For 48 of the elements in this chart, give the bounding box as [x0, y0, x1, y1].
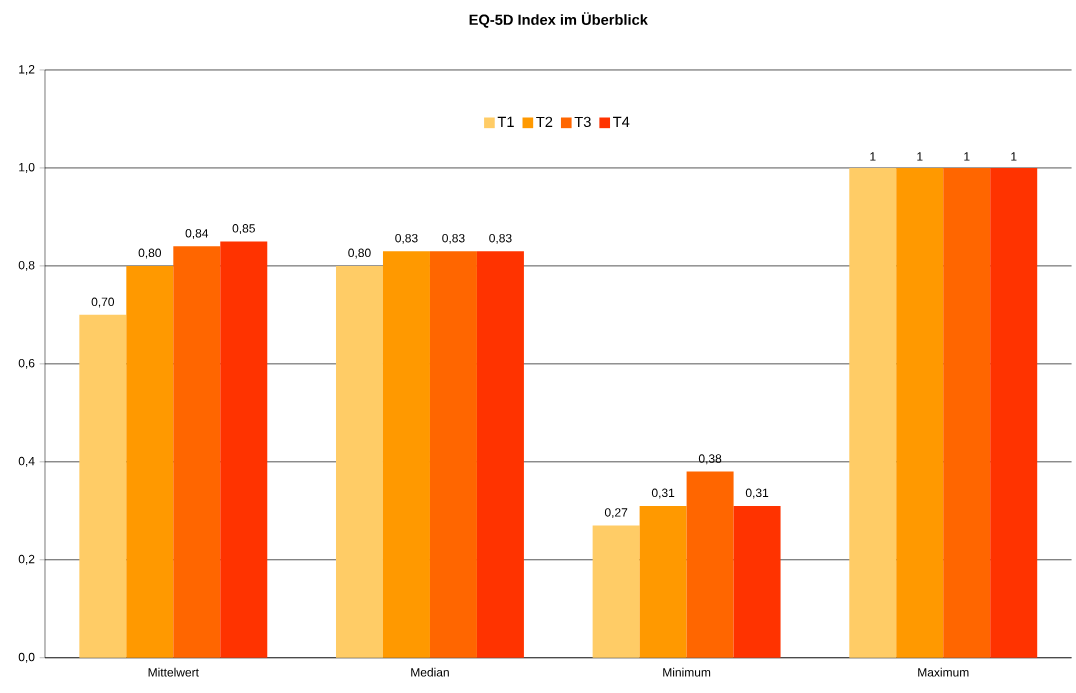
y-tick-label: 0,6 [18, 359, 35, 369]
bar [943, 168, 991, 658]
bar [382, 251, 430, 658]
data-label: 0,83 [442, 234, 465, 244]
data-label: 0,70 [91, 297, 115, 308]
bar [476, 251, 524, 658]
y-tick-label: 0,0 [18, 652, 35, 663]
data-label: 0,80 [138, 248, 162, 259]
bar [592, 525, 640, 658]
data-label: 0,31 [651, 488, 675, 499]
bar [639, 506, 687, 658]
bar [126, 266, 174, 658]
bar [849, 168, 897, 658]
y-tick-label: 0,4 [18, 456, 35, 467]
data-label: 0,80 [348, 248, 371, 259]
data-label: 0,83 [489, 234, 512, 244]
x-tick-label: Mittelwert [148, 667, 199, 677]
data-label: 1 [870, 152, 876, 161]
data-label: 0,27 [604, 508, 628, 519]
bar [429, 251, 477, 658]
data-label: 0,84 [185, 229, 209, 240]
y-tick-label: 1,0 [19, 163, 35, 174]
data-label: 0,38 [698, 454, 722, 465]
data-label: 0,83 [395, 234, 418, 244]
bar [79, 315, 127, 658]
bar [733, 506, 781, 658]
data-label: 0,31 [745, 488, 769, 499]
x-tick-label: Minimum [663, 667, 711, 677]
bar [173, 246, 221, 658]
bar [990, 168, 1038, 658]
bar [220, 241, 268, 658]
y-tick-label: 1,2 [19, 65, 35, 76]
bar [896, 168, 944, 658]
data-label: 1 [917, 152, 923, 161]
legend-label: T3 [574, 116, 591, 128]
bar [686, 471, 734, 658]
x-tick-label: Maximum [918, 667, 969, 677]
legend-label: T4 [613, 116, 630, 128]
chart-title: EQ-5D Index im Überblick [469, 12, 648, 28]
legend-label: T1 [497, 116, 514, 128]
x-tick-label: Median [411, 667, 449, 677]
y-tick-label: 0,8 [18, 261, 35, 271]
y-tick-label: 0,2 [18, 554, 35, 565]
bar [335, 266, 383, 658]
data-label: 1 [964, 152, 970, 161]
data-label: 0,85 [232, 224, 255, 235]
legend-label: T2 [536, 116, 553, 128]
data-label: 1 [1011, 152, 1017, 161]
